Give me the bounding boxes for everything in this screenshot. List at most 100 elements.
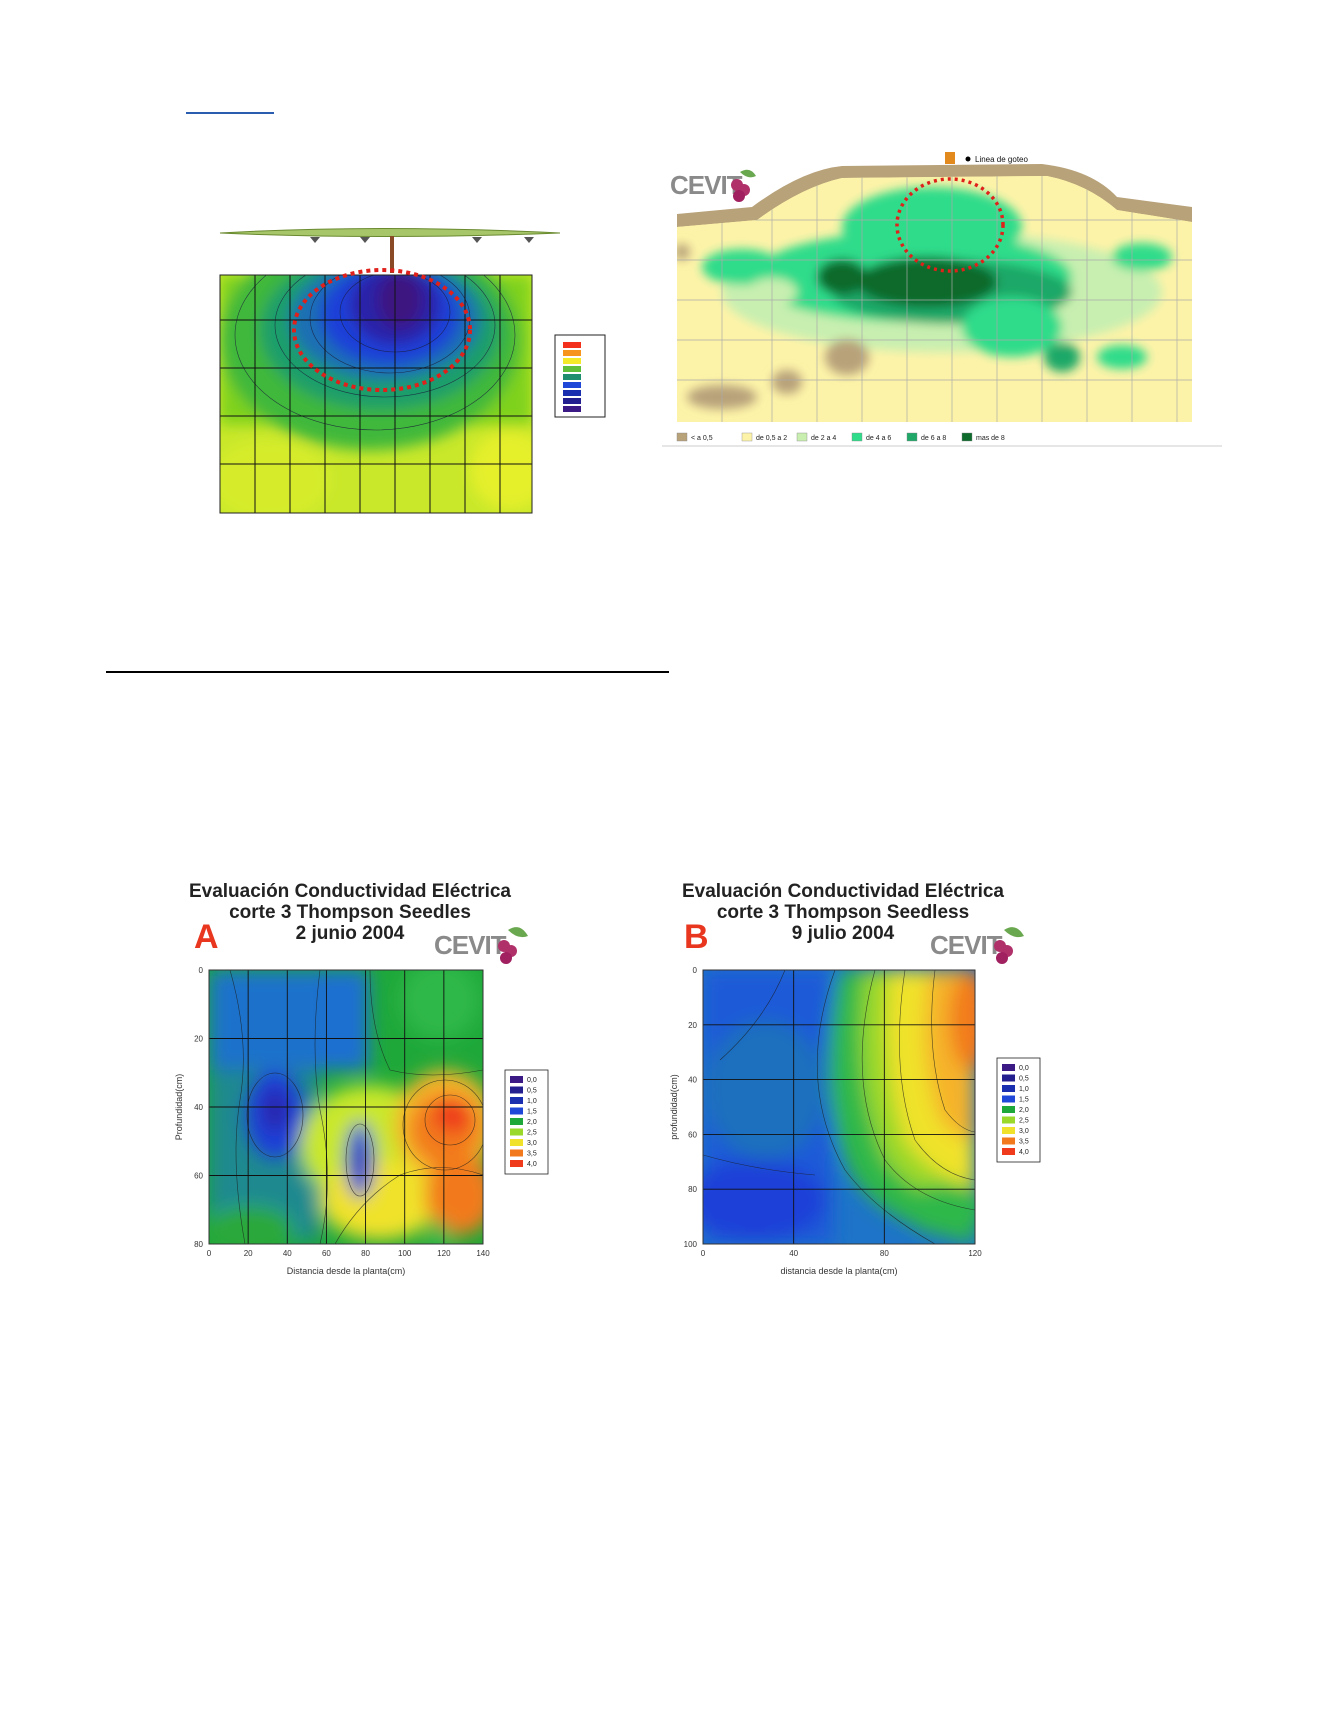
legend-swatch — [563, 390, 581, 396]
chart-b-title-line3: 9 julio 2004 — [791, 923, 895, 944]
moisture-contour-field — [220, 275, 532, 513]
chart-a-y-label: Profundidad(cm) — [174, 1074, 184, 1141]
x-tick-label: 40 — [789, 1249, 798, 1258]
legend-swatch — [1002, 1074, 1015, 1082]
cevit-logo-top: CEVIT — [670, 169, 756, 202]
legend-label: mas de 8 — [976, 435, 1005, 442]
x-tick-label: 0 — [207, 1249, 212, 1258]
drip-emitters — [310, 237, 534, 243]
legend-swatch — [563, 406, 581, 412]
legend-label: 3,5 — [1019, 1139, 1029, 1146]
legend-swatch — [1002, 1085, 1015, 1092]
y-tick-label: 20 — [194, 1035, 203, 1044]
chart-a-contour-field — [209, 970, 483, 1244]
legend-swatch — [563, 358, 581, 364]
legend-swatch — [510, 1160, 523, 1167]
drip-line-label: Linea de goteo — [975, 155, 1028, 164]
cevit-logo-a: CEVIT — [434, 927, 528, 964]
legend-swatch — [1002, 1095, 1015, 1103]
chart-a: 0 20 40 60 80 100 120 140 0 20 40 60 80 Distancia d… — [174, 966, 549, 1276]
legend-swatch — [1002, 1116, 1015, 1124]
root-zone-circle — [292, 268, 472, 392]
chart-a-title: Evaluación Conductividad Eléctrica corte… — [170, 881, 530, 944]
chart-a-title-line3: 2 junio 2004 — [295, 923, 405, 944]
legend-label: 3,0 — [527, 1140, 537, 1147]
chart-a-legend: 0,0 0,5 1,0 1,5 2,0 2,5 3,0 3,5 4,0 — [504, 1069, 549, 1175]
legend-swatch — [1002, 1064, 1015, 1071]
vine-trunk — [390, 236, 394, 273]
legend-swatch — [1002, 1148, 1015, 1155]
y-tick-label: 0 — [693, 966, 698, 975]
legend-label: 1,5 — [1019, 1097, 1029, 1104]
y-tick-label: 0 — [199, 966, 204, 975]
legend-swatch — [510, 1128, 523, 1136]
chart-b-title: Evaluación Conductividad Eléctrica corte… — [668, 881, 1018, 944]
legend-label: 1,5 — [527, 1109, 537, 1116]
legend-swatch — [741, 432, 753, 442]
legend-swatch — [961, 432, 973, 442]
legend-label: 0,5 — [1019, 1076, 1029, 1083]
chart-b-y-ticks: 0 20 40 60 80 100 — [684, 966, 698, 1249]
y-tick-label: 40 — [688, 1076, 697, 1085]
x-tick-label: 100 — [398, 1249, 412, 1258]
legend-swatch — [563, 350, 581, 356]
x-tick-label: 20 — [244, 1249, 253, 1258]
drip-line-marker — [945, 152, 955, 164]
legend-swatch — [851, 432, 863, 442]
svg-text:CEVIT: CEVIT — [434, 930, 507, 960]
legend-label: 3,0 — [1019, 1128, 1029, 1135]
legend-swatch — [796, 432, 808, 442]
chart-a-x-label: Distancia desde la planta(cm) — [287, 1266, 406, 1276]
vine-canopy — [219, 228, 561, 237]
legend-swatch — [1002, 1106, 1015, 1113]
x-tick-label: 40 — [283, 1249, 292, 1258]
x-tick-label: 120 — [968, 1249, 982, 1258]
legend-label: 2,0 — [1019, 1107, 1029, 1114]
legend-swatch — [510, 1097, 523, 1104]
svg-text:CEVIT: CEVIT — [930, 930, 1003, 960]
legend-swatch — [510, 1149, 523, 1157]
legend-swatch — [563, 382, 581, 388]
legend-top-right: < a 0,5 de 0,5 a 2 de 2 a 4 de 4 a 6 de 6 a … — [676, 432, 1005, 442]
chart-b-letter: B — [684, 918, 709, 956]
legend-swatch — [563, 342, 581, 348]
legend-label: 4,0 — [1019, 1149, 1029, 1156]
legend-swatch — [510, 1118, 523, 1125]
chart-a-letter: A — [194, 918, 219, 956]
vine-moisture-map — [219, 228, 606, 514]
legend-label: 0,0 — [1019, 1065, 1029, 1072]
x-tick-label: 80 — [361, 1249, 370, 1258]
chart-b-legend: 0,0 0,5 1,0 1,5 2,0 2,5 3,0 3,5 4,0 — [996, 1057, 1041, 1163]
legend-label: de 2 a 4 — [811, 435, 836, 442]
legend-label: 2,0 — [527, 1119, 537, 1126]
section-rule — [106, 671, 669, 673]
legend-swatch — [1002, 1127, 1015, 1134]
legend-label: 4,0 — [527, 1161, 537, 1168]
x-tick-label: 140 — [476, 1249, 490, 1258]
y-tick-label: 40 — [194, 1103, 203, 1112]
moisture-field — [677, 176, 1192, 422]
legend-swatch — [510, 1086, 523, 1094]
legend-label: 2,5 — [1019, 1118, 1029, 1125]
link-underline[interactable] — [186, 112, 274, 114]
y-tick-label: 60 — [688, 1130, 697, 1139]
legend-label: 2,5 — [527, 1130, 537, 1137]
cevit-logo-b: CEVIT — [930, 927, 1024, 964]
chart-b-title-line1: Evaluación Conductividad Eléctrica — [681, 881, 1005, 902]
legend-swatch — [563, 374, 581, 380]
y-tick-label: 80 — [194, 1240, 203, 1249]
legend-label: 1,0 — [527, 1098, 537, 1105]
chart-b-x-label: distancia desde la planta(cm) — [780, 1266, 897, 1276]
legend-top-left — [554, 334, 606, 418]
legend-label: 3,5 — [527, 1151, 537, 1158]
soil-moisture-section: Linea de goteo CEVIT < a 0,5 de 0,5 a 2 de… — [662, 152, 1222, 447]
soil-surface — [677, 164, 1192, 227]
y-tick-label: 100 — [684, 1240, 698, 1249]
chart-a-title-line1: Evaluación Conductividad Eléctrica — [188, 881, 512, 902]
legend-label: 0,0 — [527, 1077, 537, 1084]
y-tick-label: 20 — [688, 1021, 697, 1030]
x-tick-label: 80 — [880, 1249, 889, 1258]
legend-swatch — [1002, 1137, 1015, 1145]
y-tick-label: 80 — [688, 1185, 697, 1194]
y-tick-label: 60 — [194, 1172, 203, 1181]
